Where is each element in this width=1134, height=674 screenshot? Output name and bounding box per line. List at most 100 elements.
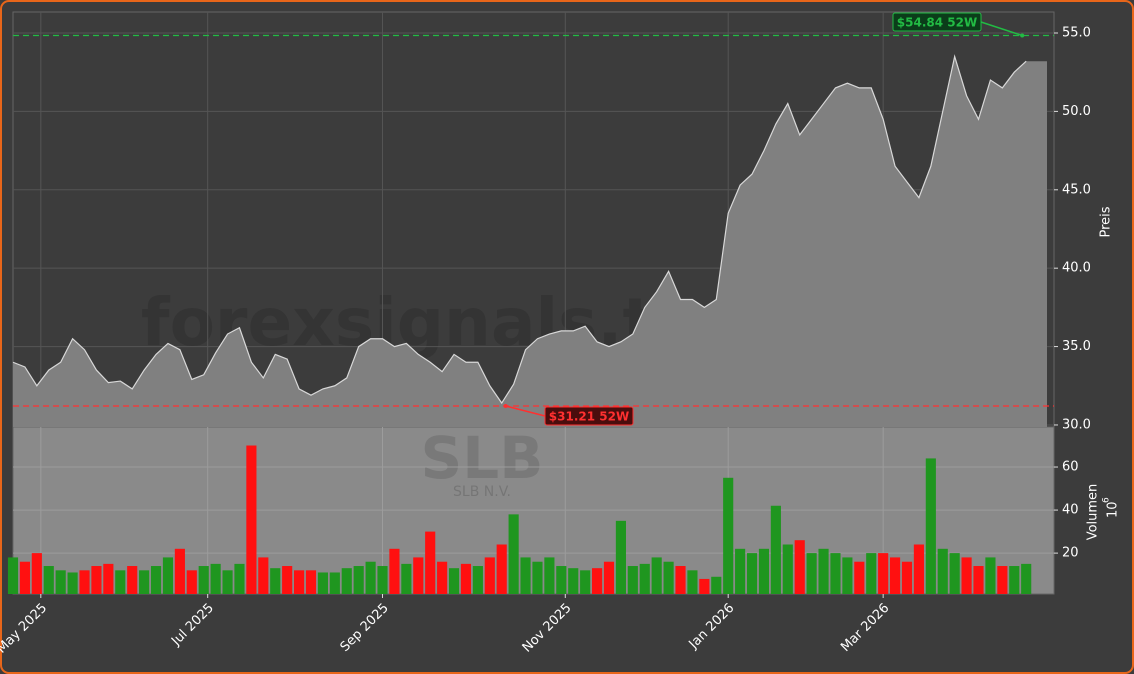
volume-bar bbox=[592, 568, 603, 594]
volume-bar bbox=[556, 566, 567, 594]
volume-bar bbox=[782, 544, 793, 594]
y-tick-label: 40 bbox=[1062, 503, 1079, 518]
volume-bar bbox=[806, 553, 817, 594]
volume-bar bbox=[282, 566, 293, 594]
volume-bar bbox=[794, 540, 805, 594]
volume-bar bbox=[413, 557, 424, 594]
volume-bar bbox=[675, 566, 686, 594]
volume-bar bbox=[139, 570, 150, 594]
volume-bar bbox=[913, 544, 924, 594]
volume-bar bbox=[1009, 566, 1020, 594]
volume-bar bbox=[401, 563, 412, 594]
volume-bar bbox=[186, 570, 197, 594]
volume-bar bbox=[687, 570, 698, 594]
y-axis-label: Preis bbox=[1099, 206, 1114, 237]
volume-bar bbox=[270, 568, 281, 594]
price-line bbox=[12, 54, 1027, 405]
volume-bar bbox=[770, 505, 781, 594]
annotation-arrow bbox=[505, 405, 546, 417]
annotation-point bbox=[503, 403, 508, 408]
volume-bar bbox=[425, 531, 436, 594]
volume-bar bbox=[317, 572, 328, 594]
volume-bar bbox=[901, 561, 913, 594]
volume-bar bbox=[437, 561, 448, 594]
volume-bar bbox=[520, 557, 531, 594]
y-tick-label: 45.0 bbox=[1062, 182, 1091, 197]
y-axis-label: Volumen bbox=[1086, 484, 1101, 541]
volume-bar bbox=[150, 566, 162, 594]
volume-bar bbox=[341, 568, 352, 594]
volume-bar bbox=[997, 566, 1008, 594]
volume-bar bbox=[67, 572, 78, 594]
volume-bar bbox=[198, 566, 209, 594]
annotation-label: $31.21 52W bbox=[549, 410, 629, 424]
volume-bar bbox=[699, 578, 710, 594]
volume-bar bbox=[866, 553, 877, 594]
y-tick-label: 40.0 bbox=[1062, 261, 1091, 276]
volume-bar bbox=[472, 566, 483, 594]
volume-bar bbox=[568, 568, 579, 594]
volume-bar bbox=[460, 563, 472, 594]
volume-bar bbox=[127, 566, 138, 594]
volume-bar bbox=[818, 548, 829, 594]
volume-bar bbox=[31, 553, 42, 594]
volume-bar bbox=[353, 566, 364, 594]
volume-bar bbox=[294, 570, 305, 594]
volume-bar bbox=[162, 557, 174, 594]
volume-bar bbox=[234, 563, 245, 594]
volume-bar bbox=[544, 557, 555, 594]
volume-bar bbox=[210, 563, 221, 594]
volume-bar bbox=[735, 548, 746, 594]
volume-bar bbox=[603, 561, 615, 594]
volume-bar bbox=[246, 445, 257, 594]
volume-bar bbox=[651, 557, 662, 594]
price-area bbox=[13, 56, 1047, 427]
annotation-box bbox=[544, 406, 634, 426]
volume-bar bbox=[580, 570, 591, 594]
volume-bar bbox=[723, 477, 734, 594]
volume-bar bbox=[115, 570, 126, 594]
volume-bar bbox=[222, 570, 233, 594]
y-axis-unit: 106 bbox=[1102, 497, 1121, 518]
volume-bar bbox=[389, 548, 400, 594]
volume-bar bbox=[830, 553, 841, 594]
watermark: SLB N.V. bbox=[453, 484, 511, 500]
y-tick-label: 35.0 bbox=[1062, 339, 1091, 354]
unit-base: 10 bbox=[1106, 501, 1121, 518]
unit-exponent: 6 bbox=[1102, 497, 1112, 503]
volume-bar bbox=[711, 576, 722, 594]
volume-bar bbox=[7, 557, 19, 594]
volume-bar bbox=[91, 566, 102, 594]
volume-bar bbox=[973, 566, 984, 594]
annotation-arrow bbox=[980, 21, 1023, 37]
y-tick-label: 55.0 bbox=[1062, 26, 1091, 41]
y-tick-label: 50.0 bbox=[1062, 104, 1091, 119]
volume-bar bbox=[103, 563, 114, 594]
volume-bar bbox=[377, 566, 388, 594]
watermark: SLB bbox=[421, 424, 544, 492]
volume-bar bbox=[639, 563, 650, 594]
volume-bar bbox=[985, 557, 996, 594]
annotation-box bbox=[892, 12, 982, 32]
y-tick-label: 30.0 bbox=[1062, 417, 1091, 432]
volume-bar bbox=[627, 566, 638, 594]
volume-bar bbox=[55, 570, 66, 594]
volume-bar bbox=[508, 514, 519, 594]
volume-bar bbox=[878, 553, 889, 594]
volume-bar bbox=[448, 568, 460, 594]
volume-bar bbox=[937, 548, 948, 594]
volume-bar bbox=[174, 548, 185, 594]
volume-bar bbox=[925, 458, 936, 594]
volume-bar bbox=[758, 548, 770, 594]
volume-bar bbox=[484, 557, 495, 594]
volume-bar bbox=[365, 561, 376, 594]
volume-bar bbox=[305, 570, 317, 594]
volume-bar bbox=[496, 544, 507, 594]
volume-bar bbox=[1021, 563, 1032, 594]
volume-bar bbox=[79, 570, 90, 594]
y-tick-label: 20 bbox=[1062, 546, 1079, 561]
volume-bar bbox=[746, 553, 758, 594]
volume-bar bbox=[329, 572, 340, 594]
volume-bar bbox=[961, 557, 972, 594]
